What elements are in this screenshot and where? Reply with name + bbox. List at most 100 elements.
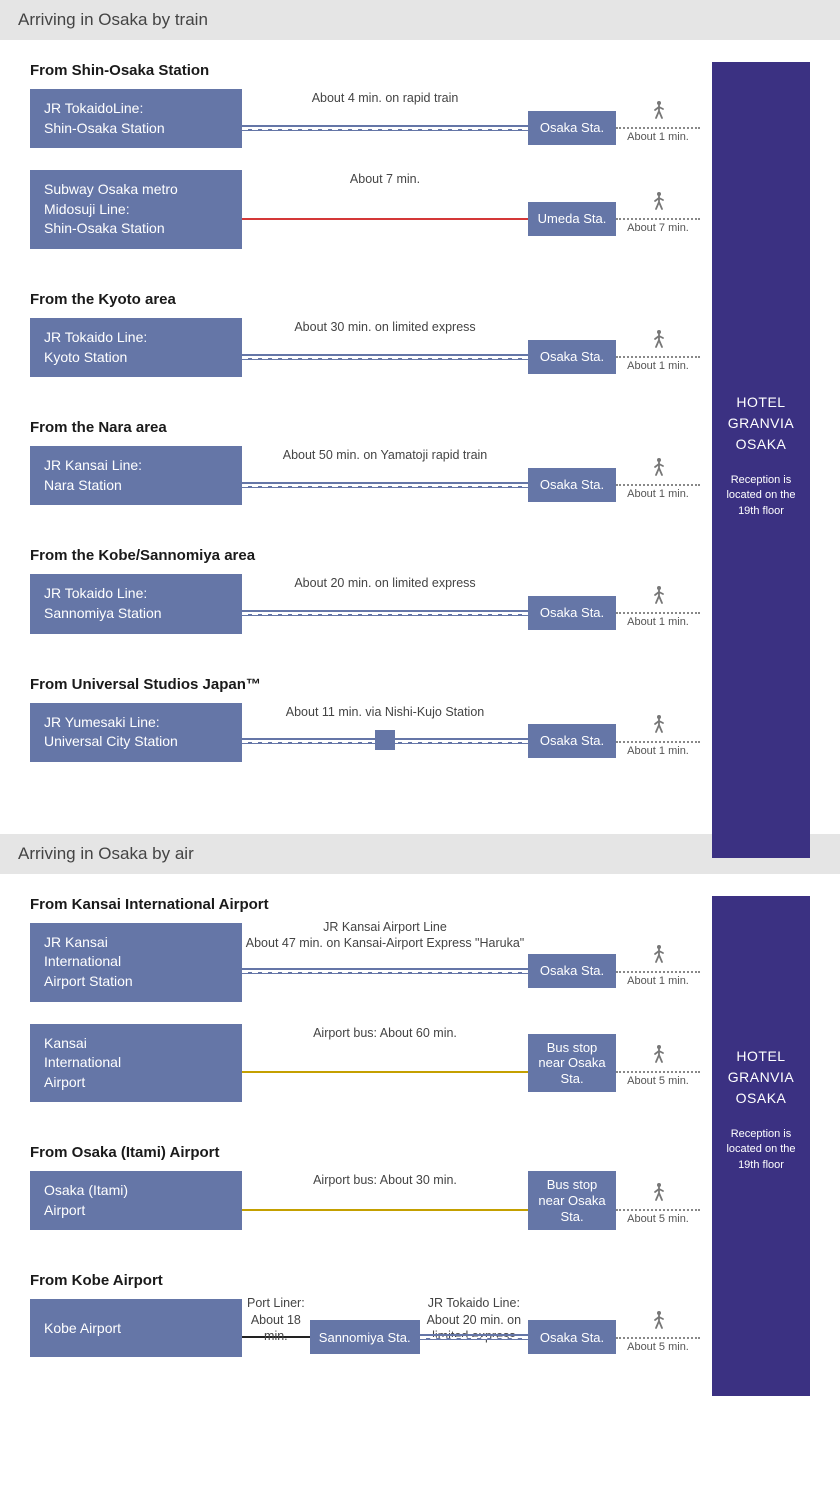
subsection-title: From the Kyoto area [30, 291, 810, 308]
route-row: KansaiInternationalAirportAirport bus: A… [30, 1024, 700, 1103]
origin-box: Kobe Airport [30, 1299, 242, 1357]
walk-line [616, 741, 700, 743]
section-body: HOTELGRANVIAOSAKA Reception is located on… [0, 896, 840, 1400]
transit-line [242, 354, 528, 360]
arrival-station-box: Osaka Sta. [528, 724, 616, 758]
walk-line [616, 971, 700, 973]
transit-segment: About 30 min. on limited express [242, 318, 528, 377]
transit-label: Airport bus: About 60 min. [242, 1026, 528, 1040]
transit-segment: About 11 min. via Nishi-Kujo Station [242, 703, 528, 762]
destination-box: HOTELGRANVIAOSAKA Reception is located on… [712, 62, 810, 858]
arrival-station-box: Osaka Sta. [528, 468, 616, 502]
walk-icon [650, 1182, 666, 1207]
walk-label: About 5 min. [627, 1075, 689, 1087]
origin-box: KansaiInternationalAirport [30, 1024, 242, 1103]
walk-label: About 5 min. [627, 1341, 689, 1353]
destination-subtitle: Reception is located on the 19th floor [720, 1127, 802, 1173]
subsection-title: From Kansai International Airport [30, 896, 810, 913]
walk-icon [650, 1310, 666, 1335]
walk-line [616, 1209, 700, 1211]
transit-segment: Airport bus: About 60 min. [242, 1024, 528, 1103]
mid-node [375, 730, 395, 750]
walk-segment: About 5 min. [616, 1171, 700, 1230]
subsection-title: From the Kobe/Sannomiya area [30, 547, 810, 564]
subsection-title: From Osaka (Itami) Airport [30, 1144, 810, 1161]
walk-line [616, 218, 700, 220]
walk-label: About 5 min. [627, 1213, 689, 1225]
walk-segment: About 1 min. [616, 923, 700, 1002]
route-row: Kobe AirportPort Liner:About 18 min.Sann… [30, 1299, 700, 1357]
origin-box: JR Tokaido Line:Kyoto Station [30, 318, 242, 377]
transit-line [242, 968, 528, 974]
transit-segment: About 4 min. on rapid train [242, 89, 528, 148]
destination-box: HOTELGRANVIAOSAKA Reception is located on… [712, 896, 810, 1396]
route-row: Subway Osaka metroMidosuji Line:Shin-Osa… [30, 170, 700, 249]
destination-title: HOTELGRANVIAOSAKA [720, 392, 802, 455]
origin-box: JR Yumesaki Line:Universal City Station [30, 703, 242, 762]
arrival-station-box: Osaka Sta. [528, 1320, 616, 1354]
transit-line [420, 1334, 528, 1340]
walk-icon [650, 944, 666, 969]
transit-segment: About 50 min. on Yamatoji rapid train [242, 446, 528, 505]
walk-line [616, 612, 700, 614]
destination-subtitle: Reception is located on the 19th floor [720, 473, 802, 519]
subsection-title: From the Nara area [30, 419, 810, 436]
arrival-station-box: Bus stop near Osaka Sta. [528, 1034, 616, 1093]
walk-line [616, 1337, 700, 1339]
transit-segment: About 20 min. on limited express [242, 574, 528, 633]
transit-segment: JR Kansai Airport LineAbout 47 min. on K… [242, 923, 528, 1002]
walk-segment: About 1 min. [616, 574, 700, 633]
transit-line [242, 482, 528, 488]
route-row: JR Kansai Line:Nara StationAbout 50 min.… [30, 446, 700, 505]
origin-box: Subway Osaka metroMidosuji Line:Shin-Osa… [30, 170, 242, 249]
arrival-station-box: Osaka Sta. [528, 111, 616, 145]
route-row: JR KansaiInternationalAirport StationJR … [30, 923, 700, 1002]
origin-box: JR Tokaido Line:Sannomiya Station [30, 574, 242, 633]
walk-label: About 1 min. [627, 360, 689, 372]
origin-box: JR KansaiInternationalAirport Station [30, 923, 242, 1002]
destination-title: HOTELGRANVIAOSAKA [720, 1046, 802, 1109]
transit-label: About 50 min. on Yamatoji rapid train [242, 448, 528, 462]
arrival-station-box: Osaka Sta. [528, 954, 616, 988]
route-row: Osaka (Itami)AirportAirport bus: About 3… [30, 1171, 700, 1230]
transit-label: About 4 min. on rapid train [242, 91, 528, 105]
transit-line [242, 125, 528, 131]
walk-line [616, 127, 700, 129]
walk-icon [650, 100, 666, 125]
transit-label: JR Kansai Airport LineAbout 47 min. on K… [242, 919, 528, 952]
walk-segment: About 1 min. [616, 318, 700, 377]
walk-icon [650, 1044, 666, 1069]
transit-label: About 11 min. via Nishi-Kujo Station [242, 705, 528, 719]
subsection-title: From Universal Studios Japan™ [30, 676, 810, 693]
transit-label: About 30 min. on limited express [242, 320, 528, 334]
origin-box: Osaka (Itami)Airport [30, 1171, 242, 1230]
transit-line [242, 1071, 528, 1073]
walk-line [616, 1071, 700, 1073]
transit-label: Airport bus: About 30 min. [242, 1173, 528, 1187]
walk-icon [650, 585, 666, 610]
origin-box: JR Kansai Line:Nara Station [30, 446, 242, 505]
walk-segment: About 1 min. [616, 703, 700, 762]
transit-label: About 20 min. on limited express [242, 576, 528, 590]
walk-icon [650, 714, 666, 739]
route-row: JR TokaidoLine:Shin-Osaka StationAbout 4… [30, 89, 700, 148]
transit-line [242, 610, 528, 616]
mid-station-box: Sannomiya Sta. [310, 1320, 420, 1354]
walk-label: About 1 min. [627, 616, 689, 628]
origin-box: JR TokaidoLine:Shin-Osaka Station [30, 89, 242, 148]
walk-line [616, 484, 700, 486]
walk-label: About 1 min. [627, 131, 689, 143]
walk-icon [650, 329, 666, 354]
walk-segment: About 1 min. [616, 89, 700, 148]
transit-line [242, 1209, 528, 1211]
walk-label: About 7 min. [627, 222, 689, 234]
arrival-station-box: Osaka Sta. [528, 596, 616, 630]
section-header: Arriving in Osaka by train [0, 0, 840, 40]
walk-label: About 1 min. [627, 745, 689, 757]
transit-label: About 7 min. [242, 172, 528, 186]
route-row: JR Tokaido Line:Sannomiya StationAbout 2… [30, 574, 700, 633]
walk-icon [650, 191, 666, 216]
route-row: JR Yumesaki Line:Universal City StationA… [30, 703, 700, 762]
walk-icon [650, 457, 666, 482]
section-body: HOTELGRANVIAOSAKA Reception is located on… [0, 62, 840, 804]
